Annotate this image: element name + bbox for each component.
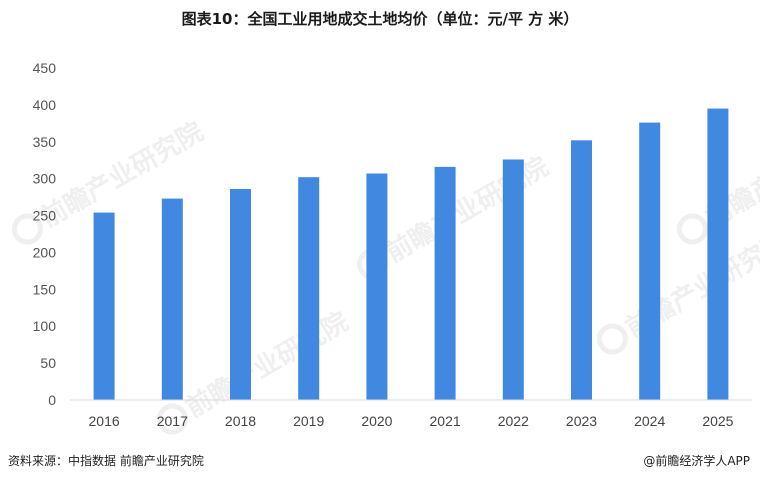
- x-tick-label: 2019: [293, 413, 324, 429]
- x-tick-label: 2025: [702, 413, 733, 429]
- x-tick-label: 2017: [157, 413, 188, 429]
- x-tick-label: 2021: [430, 413, 461, 429]
- y-axis-ticks: 0 50 100 150 200 250 300 350 400 450: [33, 60, 57, 408]
- x-tick-label: 2024: [634, 413, 665, 429]
- y-tick-label: 350: [33, 134, 57, 150]
- qianzhan-logo-icon: [11, 213, 43, 245]
- qianzhan-logo-icon: [676, 213, 708, 245]
- y-tick-label: 50: [40, 355, 56, 371]
- watermark-text: 前瞻产业研究院: [181, 306, 354, 424]
- x-axis-ticks: 2016 2017 2018 2019 2020 2021 2022 2023 2024 2025: [89, 413, 734, 429]
- y-tick-label: 100: [33, 318, 57, 334]
- y-tick-label: 150: [33, 281, 57, 297]
- bar: [93, 212, 115, 400]
- qianzhan-logo-icon: [156, 403, 188, 435]
- x-tick-label: 2018: [225, 413, 256, 429]
- bar: [434, 166, 456, 400]
- y-tick-label: 200: [33, 244, 57, 260]
- x-tick-label: 2016: [89, 413, 120, 429]
- x-tick-label: 2023: [566, 413, 597, 429]
- bar: [230, 188, 251, 400]
- bars: [93, 108, 729, 401]
- bar: [298, 177, 320, 400]
- qianzhan-logo-icon: [596, 323, 628, 355]
- bar: [366, 173, 388, 400]
- bar: [707, 108, 729, 401]
- y-tick-label: 400: [33, 97, 57, 113]
- bar: [502, 159, 524, 400]
- y-tick-label: 450: [33, 60, 57, 76]
- credit-text: @前瞻经济学人APP: [643, 454, 750, 468]
- x-tick-label: 2020: [361, 413, 392, 429]
- y-tick-label: 300: [33, 171, 57, 187]
- data-source: 资料来源：中指数据 前瞻产业研究院: [8, 454, 204, 468]
- y-tick-label: 250: [33, 208, 57, 224]
- x-tick-label: 2022: [498, 413, 529, 429]
- watermark: 前瞻产业研究院: [596, 226, 760, 355]
- bar: [639, 122, 661, 401]
- y-tick-label: 0: [48, 392, 56, 408]
- bar: [161, 198, 183, 400]
- chart-title: 图表10：全国工业用地成交土地均价（单位：元/平 方 米）: [181, 10, 579, 28]
- bar: [571, 140, 592, 400]
- watermark-text: 前瞻产业研究院: [381, 151, 554, 269]
